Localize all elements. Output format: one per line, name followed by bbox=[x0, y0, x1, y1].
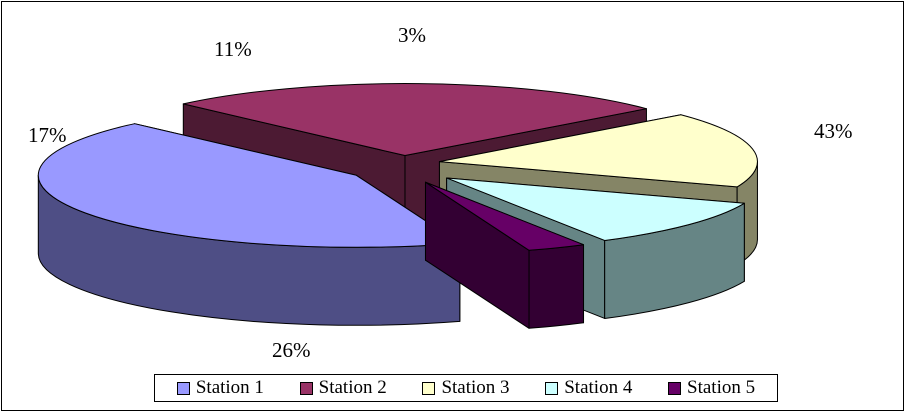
legend-item-station-5: Station 5 bbox=[668, 377, 755, 399]
legend-label: Station 5 bbox=[687, 377, 756, 398]
pie-slices bbox=[37, 83, 758, 329]
slice-label-station-4: 11% bbox=[214, 37, 252, 61]
legend: Station 1 Station 2 Station 3 Station 4 … bbox=[154, 374, 778, 402]
pie-slice-top bbox=[37, 123, 461, 248]
slice-label-station-2: 26% bbox=[272, 338, 311, 362]
legend-swatch-station-3 bbox=[422, 381, 436, 395]
pie-slice-station-5 bbox=[424, 181, 585, 329]
legend-item-station-1: Station 1 bbox=[176, 377, 264, 399]
legend-item-station-3: Station 3 bbox=[422, 377, 510, 399]
legend-label: Station 1 bbox=[195, 377, 264, 398]
pie-slice-top bbox=[182, 83, 647, 157]
pie-slice-top bbox=[424, 181, 585, 251]
legend-label: Station 4 bbox=[564, 377, 633, 398]
pie-slice-rim bbox=[528, 244, 585, 329]
legend-label: Station 3 bbox=[441, 377, 510, 398]
legend-swatch-station-1 bbox=[176, 381, 190, 395]
legend-item-station-2: Station 2 bbox=[299, 377, 387, 399]
slice-label-station-3: 17% bbox=[28, 123, 67, 147]
pie-slice-station-1 bbox=[37, 123, 461, 326]
legend-label: Station 2 bbox=[318, 377, 387, 398]
pie-slice-top bbox=[446, 177, 745, 241]
slice-label-station-5: 3% bbox=[398, 23, 426, 47]
legend-swatch-station-5 bbox=[668, 381, 682, 395]
legend-item-station-4: Station 4 bbox=[545, 377, 632, 399]
legend-swatch-station-4 bbox=[545, 381, 559, 395]
slice-label-station-1: 43% bbox=[814, 119, 853, 143]
legend-swatch-station-2 bbox=[299, 381, 313, 395]
pie-slice-top bbox=[438, 114, 758, 188]
